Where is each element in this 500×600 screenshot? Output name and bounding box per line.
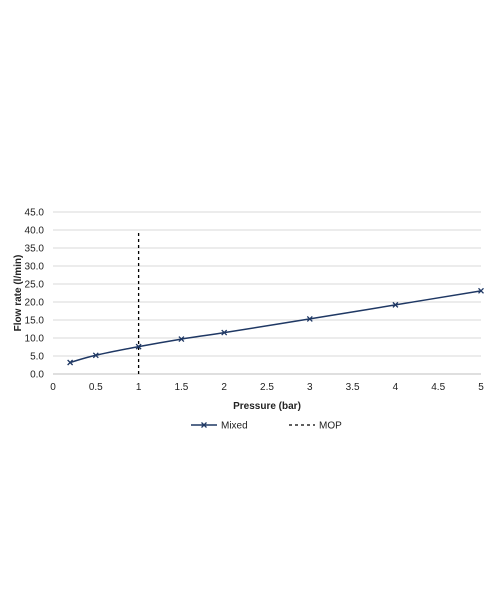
x-tick-label-9: 4.5 — [431, 382, 445, 393]
legend-mop-label: MOP — [319, 421, 342, 432]
y-tick-label-2: 10.0 — [25, 334, 45, 345]
y-tick-label-6: 30.0 — [25, 262, 45, 273]
y-tick-label-1: 5.0 — [30, 352, 44, 363]
y-tick-label-3: 15.0 — [25, 316, 45, 327]
data-point-2 — [135, 343, 142, 350]
series-group — [67, 287, 484, 366]
y-tick-label-0: 0.0 — [30, 370, 44, 381]
x-tick-label-3: 1.5 — [174, 382, 188, 393]
legend: Mixed MOP — [191, 421, 342, 432]
y-tick-label-5: 25.0 — [25, 280, 45, 291]
x-tick-label-5: 2.5 — [260, 382, 274, 393]
x-axis-title: Pressure (bar) — [233, 401, 301, 412]
gridlines — [53, 211, 481, 357]
y-tick-label-7: 35.0 — [25, 244, 45, 255]
legend-mixed-marker — [201, 422, 207, 428]
x-tick-label-1: 0.5 — [89, 382, 103, 393]
y-tick-label-8: 40.0 — [25, 226, 45, 237]
legend-mixed-label: Mixed — [221, 421, 248, 432]
data-point-5 — [306, 315, 313, 322]
data-point-6 — [392, 301, 399, 308]
y-axis-title: Flow rate (l/min) — [13, 255, 24, 332]
x-tick-label-4: 2 — [221, 382, 227, 393]
y-tick-label-4: 20.0 — [25, 298, 45, 309]
data-point-4 — [221, 329, 228, 336]
x-tick-labels: 0 0.5 1 1.5 2 2.5 3 3.5 4 4.5 5 — [50, 382, 484, 393]
x-tick-label-2: 1 — [136, 382, 142, 393]
x-tick-label-7: 3.5 — [346, 382, 360, 393]
x-tick-label-8: 4 — [393, 382, 399, 393]
data-point-0 — [67, 359, 74, 366]
y-tick-labels: 0.0 5.0 10.0 15.0 20.0 25.0 30.0 35.0 40.0 45.0 — [25, 208, 45, 381]
data-point-7 — [478, 287, 484, 294]
x-tick-label-6: 3 — [307, 382, 313, 393]
data-point-3 — [178, 336, 185, 343]
data-point-1 — [92, 352, 99, 359]
x-tick-label-10: 5 — [478, 382, 484, 393]
y-tick-label-9: 45.0 — [25, 208, 45, 219]
x-tick-label-0: 0 — [50, 382, 56, 393]
